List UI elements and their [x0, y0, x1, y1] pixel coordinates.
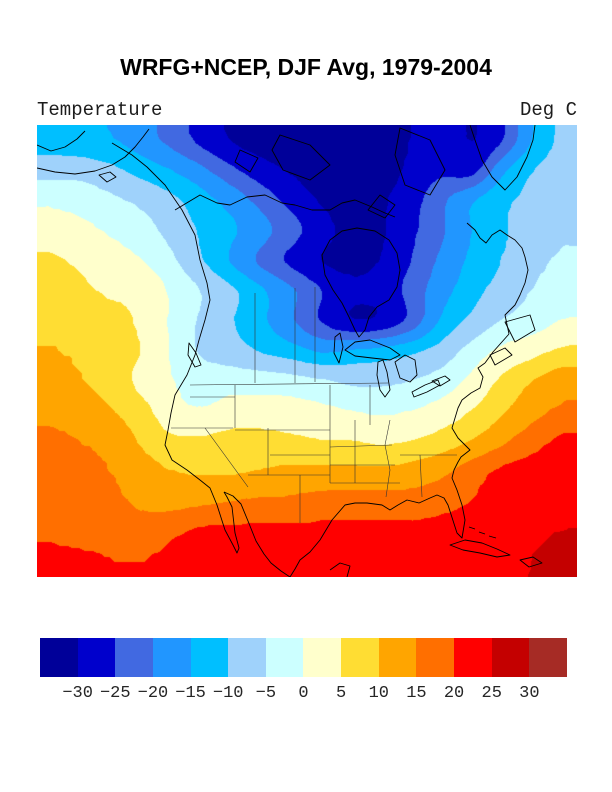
coastline [37, 128, 150, 175]
colorbar-cell [454, 638, 492, 677]
colorbar-cell [303, 638, 342, 677]
units-label: Deg C [519, 99, 577, 121]
coastline [271, 134, 331, 181]
lake-outline [431, 375, 451, 387]
colorbar-cell [40, 638, 78, 677]
colorbar-tick-label: −15 [175, 684, 206, 703]
colorbar-tick-label: 5 [336, 684, 347, 703]
colorbar-cell [378, 638, 417, 677]
colorbar-tick-label: 0 [298, 684, 309, 703]
state-border-line [419, 454, 423, 498]
temperature-map [37, 125, 577, 577]
coastline [367, 194, 396, 219]
coastline [223, 491, 291, 577]
colorbar-tick-label: 20 [443, 684, 465, 703]
colorbar-cell [491, 638, 530, 677]
map-outline-overlay [37, 125, 543, 577]
colorbar-cell [228, 638, 266, 677]
state-border-line [204, 427, 249, 488]
colorbar-cell [416, 638, 455, 677]
colorbar-cell [152, 638, 191, 677]
coastline [468, 526, 497, 539]
lake-outline [394, 354, 418, 383]
coastline [394, 127, 446, 196]
colorbar-cell [77, 638, 116, 677]
plot-title: WRFG+NCEP, DJF Avg, 1979-2004 [120, 54, 492, 80]
lake-outline [344, 339, 401, 361]
coastline [489, 347, 513, 366]
lake-outline [411, 379, 441, 398]
colorbar-cell [265, 638, 304, 677]
coastline [329, 562, 351, 577]
coastline [111, 142, 240, 554]
state-border-line [189, 382, 389, 386]
colorbar-cell [529, 638, 567, 677]
colorbar-cell [190, 638, 229, 677]
coastline [321, 227, 401, 338]
colorbar-tick-label: −5 [255, 684, 277, 703]
lake-outline [333, 332, 344, 364]
colorbar-cell [341, 638, 379, 677]
colorbar-tick-label: 15 [406, 684, 427, 703]
state-border-line [329, 444, 393, 448]
colorbar-tick-label: −25 [99, 684, 131, 703]
coastline [519, 556, 543, 568]
coastline [187, 342, 202, 368]
coastline [469, 125, 536, 191]
variable-label: Temperature [37, 99, 163, 121]
lake-outline [376, 359, 391, 398]
coastline [98, 171, 117, 183]
colorbar-tick-label: 25 [481, 684, 502, 703]
filled-contour-field [37, 125, 577, 577]
coastline [484, 333, 510, 364]
coastline [174, 194, 396, 218]
colorbar-tick-label: 10 [368, 684, 389, 703]
colorbar-tick-label: 30 [519, 684, 540, 703]
colorbar-labels: −30 −25 −20 −15 −10 −5 0 5 10 15 20 25 30 [40, 684, 567, 706]
colorbar-tick-label: −30 [62, 684, 93, 703]
colorbar-tick-label: −20 [137, 684, 169, 703]
colorbar-tick-label: −10 [212, 684, 244, 703]
coastline [504, 314, 536, 343]
colorbar-cell [115, 638, 153, 677]
coastline [449, 539, 511, 558]
coastline [234, 149, 259, 173]
colorbar [40, 638, 567, 677]
coastline [466, 222, 529, 335]
coastline [289, 362, 486, 577]
state-border-line [384, 419, 391, 498]
coastline [37, 130, 86, 152]
